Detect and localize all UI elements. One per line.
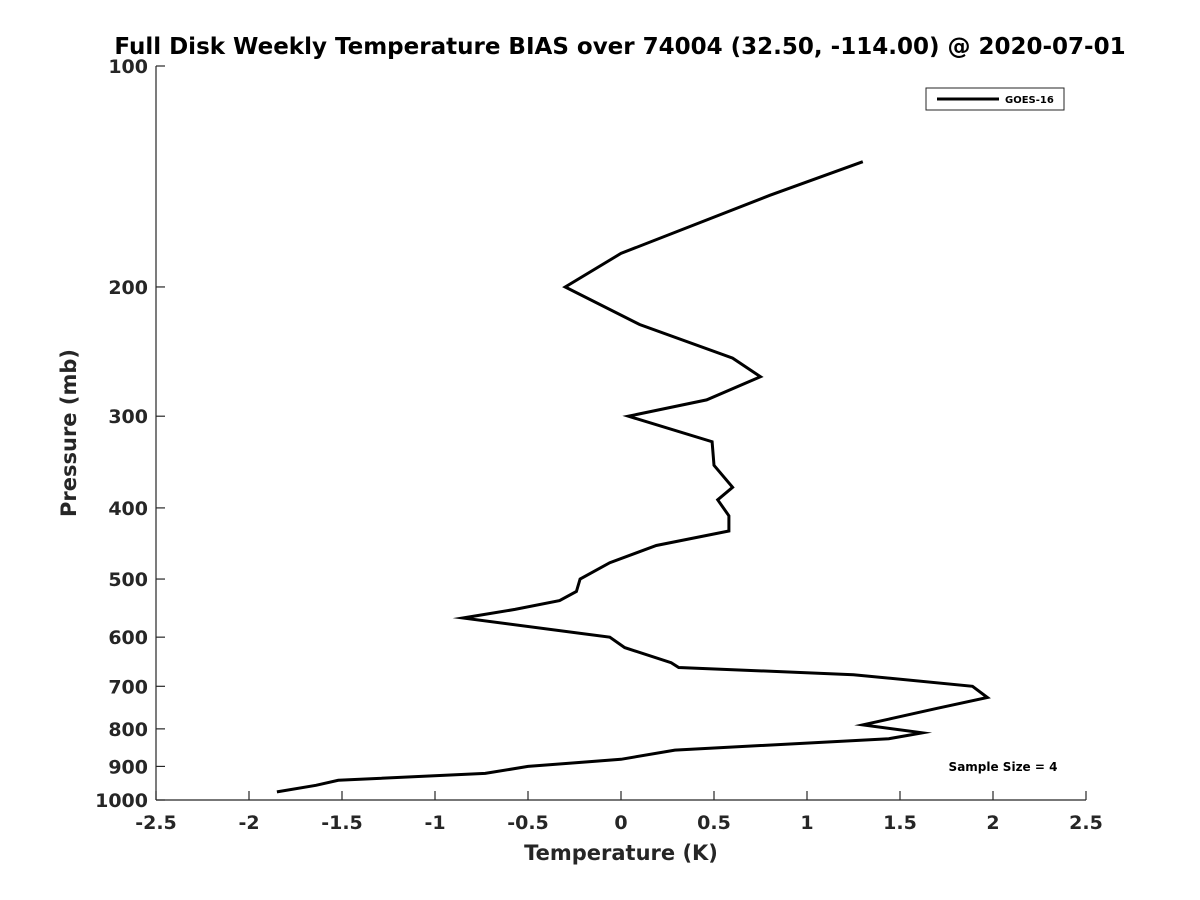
x-tick-label: 1.5	[883, 812, 917, 834]
x-tick-label: -2.5	[135, 812, 177, 834]
legend-label-goes-16: GOES-16	[1005, 95, 1054, 106]
x-tick-label: 0.5	[697, 812, 731, 834]
y-tick-label: 1000	[95, 790, 148, 812]
y-tick-label: 500	[108, 569, 148, 591]
x-tick-label: 0	[614, 812, 627, 834]
series-layer	[276, 160, 991, 794]
x-tick-label: 2	[986, 812, 999, 834]
x-tick-label: 1	[800, 812, 813, 834]
chart-title: Full Disk Weekly Temperature BIAS over 7…	[114, 34, 1125, 60]
y-tick-label: 900	[108, 756, 148, 778]
sample-size-annotation: Sample Size = 4	[949, 760, 1058, 774]
series-line-goes-16	[276, 160, 991, 794]
x-tick-label: -1	[424, 812, 445, 834]
y-tick-label: 100	[108, 56, 148, 78]
x-tick-label: -0.5	[507, 812, 549, 834]
y-axis-ticks: 100 200 300 400 500 600 700 800 900 1000	[95, 56, 165, 812]
x-tick-label: 2.5	[1069, 812, 1103, 834]
x-axis-ticks: -2.5 -2 -1.5 -1 -0.5 0 0.5 1 1.5 2 2.5	[135, 791, 1103, 834]
x-tick-label: -2	[238, 812, 259, 834]
y-tick-label: 700	[108, 676, 148, 698]
y-axis-label: Pressure (mb)	[57, 349, 81, 517]
y-tick-label: 200	[108, 277, 148, 299]
y-tick-label: 600	[108, 627, 148, 649]
y-tick-label: 800	[108, 719, 148, 741]
y-tick-label: 400	[108, 498, 148, 520]
x-tick-label: -1.5	[321, 812, 363, 834]
y-tick-label: 300	[108, 406, 148, 428]
legend: GOES-16	[925, 87, 1065, 111]
x-axis-label: Temperature (K)	[524, 841, 718, 865]
